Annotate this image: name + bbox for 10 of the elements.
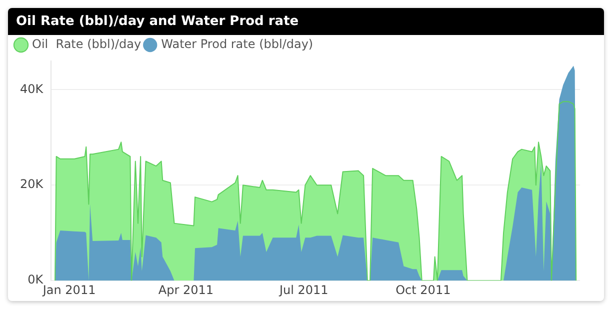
y-tick-label: 0K xyxy=(28,272,44,287)
x-tick-label: Oct 2011 xyxy=(396,282,451,297)
x-tick-label: Jul 2011 xyxy=(278,282,328,297)
y-tick-label: 20K xyxy=(20,177,44,192)
legend-label: Water Prod rate (bbl/day) xyxy=(161,37,314,52)
x-tick-label: Jan 2011 xyxy=(42,282,96,297)
chart-title: Oil Rate (bbl)/day and Water Prod rate xyxy=(8,8,604,35)
legend-label: Oil Rate (bbl)/day xyxy=(32,37,142,52)
x-tick-label: Apr 2011 xyxy=(158,282,214,297)
y-tick-label: 40K xyxy=(20,82,44,96)
